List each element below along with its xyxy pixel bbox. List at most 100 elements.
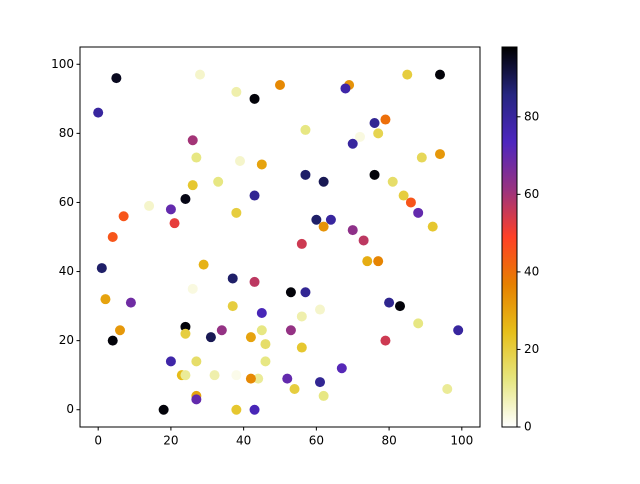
point (191, 356, 202, 367)
y-tick-label: 40 (59, 264, 74, 278)
point (362, 256, 373, 267)
colorbar-tick-label: 0 (524, 420, 532, 434)
colorbar-tick-label: 60 (524, 187, 539, 201)
point (380, 335, 391, 346)
point (300, 287, 311, 298)
point (296, 238, 307, 249)
point (296, 311, 307, 322)
point (107, 232, 118, 242)
point (318, 390, 329, 401)
point (231, 404, 242, 415)
point (256, 308, 267, 318)
point (413, 318, 424, 329)
point (380, 114, 391, 125)
point (96, 263, 107, 274)
point (231, 86, 242, 97)
point (118, 211, 129, 222)
point (296, 342, 307, 353)
point (427, 221, 438, 232)
point (180, 321, 191, 332)
y-tick-label: 60 (59, 195, 74, 209)
y-tick-label: 20 (59, 333, 74, 347)
point (169, 218, 180, 229)
point (413, 207, 424, 218)
point (180, 194, 191, 204)
point (165, 356, 176, 367)
point (187, 135, 198, 146)
point (245, 332, 256, 343)
point (100, 294, 111, 305)
x-tick-label: 0 (94, 434, 102, 448)
point (289, 384, 300, 394)
x-tick-label: 100 (450, 434, 473, 448)
point (442, 384, 453, 394)
point (165, 204, 176, 215)
point (318, 176, 329, 187)
point (435, 149, 445, 160)
point (398, 190, 409, 201)
point (347, 225, 358, 236)
point (213, 176, 224, 187)
point (260, 356, 271, 367)
point (318, 221, 329, 232)
x-tick-label: 20 (163, 434, 178, 448)
colorbar-tick-label: 40 (524, 264, 539, 278)
point (187, 180, 198, 191)
x-tick-label: 80 (381, 434, 396, 448)
point (216, 325, 227, 336)
point (249, 93, 260, 104)
point (340, 83, 351, 94)
point (373, 256, 384, 267)
point (325, 214, 336, 225)
point (144, 200, 155, 211)
point (115, 325, 125, 336)
point (275, 80, 285, 90)
point (235, 156, 245, 166)
point (416, 152, 427, 163)
y-tick-label: 0 (66, 402, 74, 416)
point (285, 287, 296, 298)
y-tick-label: 100 (51, 57, 74, 71)
point (387, 176, 398, 187)
point (285, 325, 296, 336)
point (453, 325, 464, 336)
point (300, 169, 311, 180)
point (300, 124, 311, 135)
point (198, 259, 209, 270)
point (311, 214, 322, 225)
point (227, 301, 238, 312)
point (256, 159, 267, 170)
point (405, 197, 416, 208)
point (373, 128, 384, 139)
point (282, 373, 293, 384)
point (369, 118, 380, 128)
point (260, 339, 271, 350)
point (191, 152, 202, 163)
colorbar (501, 46, 518, 428)
axes-frame (79, 46, 481, 428)
point (315, 304, 325, 315)
point (107, 335, 118, 346)
point (125, 297, 136, 308)
colorbar-tick-label: 80 (524, 109, 539, 123)
point (369, 169, 380, 180)
points (93, 69, 464, 415)
point (249, 276, 260, 287)
x-tick-label: 60 (309, 434, 324, 448)
point (187, 283, 198, 294)
point (191, 394, 202, 405)
point (347, 138, 358, 149)
point (231, 370, 242, 381)
point (111, 73, 122, 84)
point (358, 235, 369, 246)
point (245, 373, 256, 384)
point (249, 190, 260, 201)
y-tick-label: 80 (59, 126, 74, 140)
point (256, 325, 267, 336)
point (180, 328, 191, 339)
point (158, 404, 169, 415)
point (180, 370, 191, 381)
point (249, 404, 260, 415)
point (93, 107, 104, 118)
